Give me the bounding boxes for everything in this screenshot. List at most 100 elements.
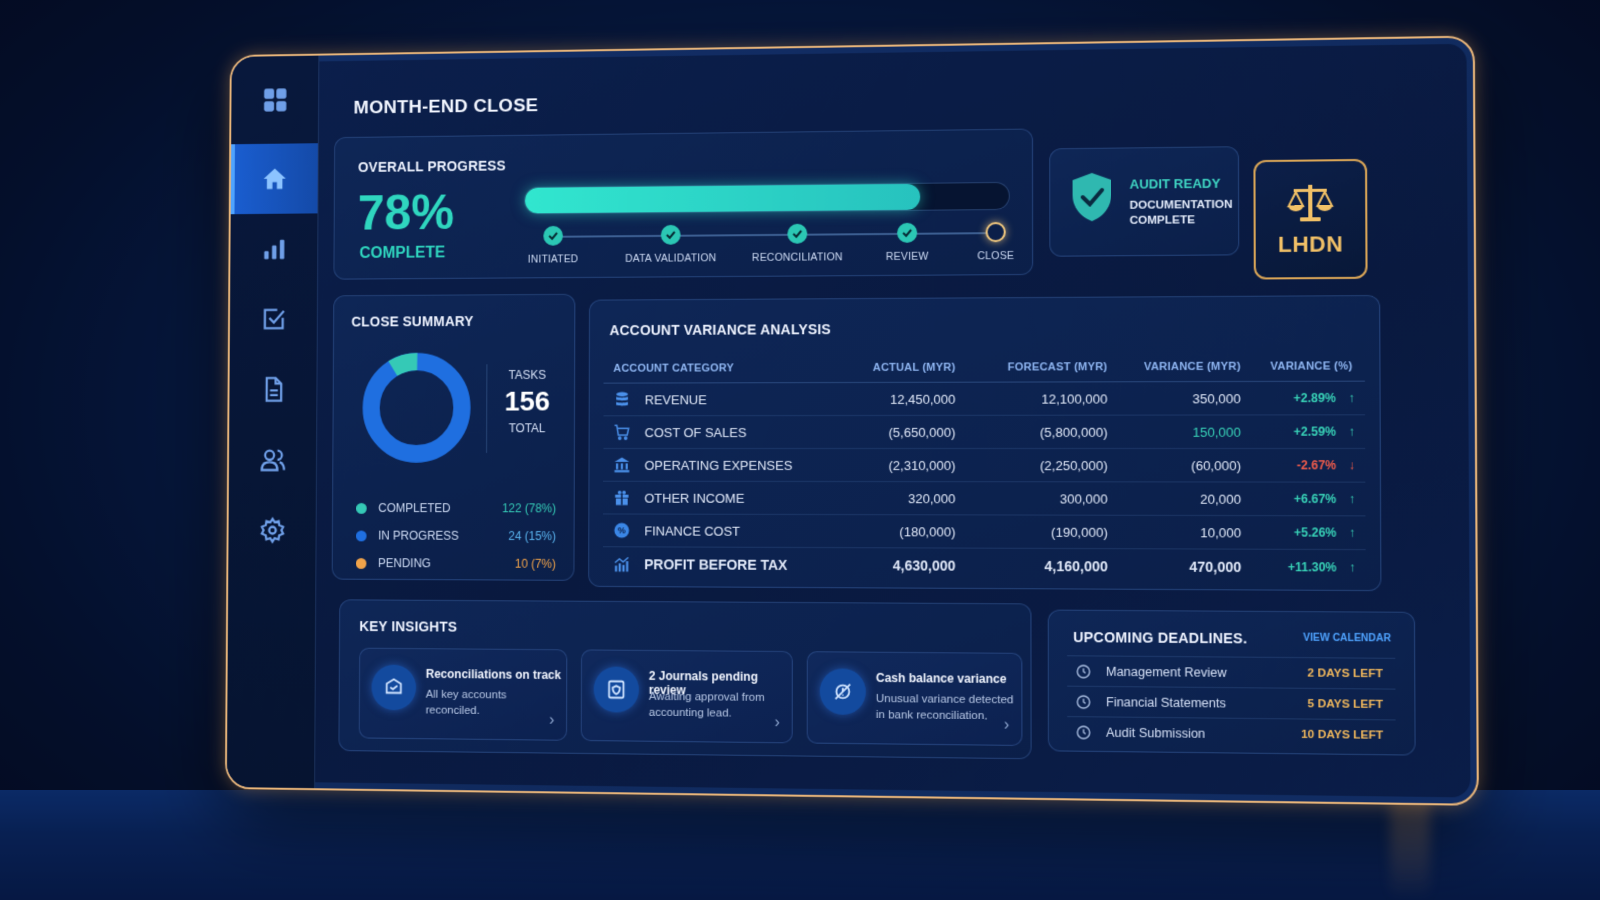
sidebar-item-analytics[interactable]	[230, 213, 317, 284]
row-category: COST OF SALES	[644, 424, 747, 440]
step-close[interactable]: CLOSE	[935, 221, 1056, 263]
arrow-up-icon: ↑	[1348, 491, 1356, 507]
summary-title: CLOSE SUMMARY	[351, 313, 474, 330]
table-row[interactable]: COST OF SALES (5,650,000) (5,800,000) 15…	[603, 415, 1366, 450]
sidebar	[226, 55, 320, 789]
col-header[interactable]: VARIANCE (%)	[1270, 359, 1353, 373]
tasks-label: TASKS	[508, 367, 547, 382]
deadline-item[interactable]: Audit Submission 10 DAYS LEFT	[1067, 716, 1396, 751]
progress-bar-fill	[524, 183, 921, 214]
cart-icon	[613, 423, 631, 441]
legend-pending: PENDING 10 (7%)	[355, 549, 556, 578]
pct-value: +2.89%	[1293, 390, 1336, 406]
progress-title: OVERALL PROGRESS	[357, 157, 506, 175]
insight-reconciliations[interactable]: Reconciliations on track All key account…	[358, 647, 568, 741]
arrow-up-icon: ↑	[1348, 424, 1355, 439]
legend-completed: COMPLETED 122 (78%)	[356, 494, 556, 522]
sidebar-item-tasks[interactable]	[230, 284, 317, 355]
deadlines-list: Management Review 2 DAYS LEFT Financial …	[1067, 655, 1396, 751]
clock-icon	[1075, 663, 1091, 679]
clock-icon	[1075, 693, 1091, 709]
deadline-item[interactable]: Management Review 2 DAYS LEFT	[1067, 655, 1396, 689]
row-variance-pct: +11.30% ↑	[1254, 559, 1366, 575]
audit-ready-card: AUDIT READY DOCUMENTATION COMPLETE	[1049, 146, 1240, 257]
col-header[interactable]: VARIANCE (MYR)	[1143, 360, 1241, 373]
step-label: DATA VALIDATION	[625, 252, 717, 265]
progress-percent: 78%	[357, 184, 455, 241]
table-row[interactable]: OPERATING EXPENSES (2,310,000) (2,250,00…	[603, 448, 1366, 483]
sidebar-item-home[interactable]	[230, 143, 318, 215]
row-variance: 470,000	[1189, 558, 1242, 575]
journal-shield-icon	[605, 678, 627, 700]
grid-icon	[263, 88, 286, 112]
col-header[interactable]: FORECAST (MYR)	[1007, 360, 1108, 374]
view-calendar-link[interactable]: VIEW CALENDAR	[1303, 632, 1392, 645]
table-row-total[interactable]: PROFIT BEFORE TAX 4,630,000 4,160,000 47…	[603, 547, 1366, 584]
row-variance: 10,000	[1200, 524, 1242, 540]
insight-title: Reconciliations on track	[425, 666, 562, 683]
row-actual: 4,630,000	[892, 556, 956, 574]
col-header[interactable]: ACCOUNT CATEGORY	[613, 361, 735, 375]
legend-dot	[355, 557, 367, 569]
arrow-up-icon: ↑	[1348, 525, 1356, 540]
deadline-days: 2 DAYS LEFT	[1307, 666, 1383, 680]
step-data-validation[interactable]: DATA VALIDATION	[612, 224, 730, 265]
deadline-label: Audit Submission	[1106, 725, 1206, 741]
row-category: FINANCE COST	[644, 523, 741, 539]
pct-value: +5.26%	[1293, 525, 1337, 540]
sidebar-item-apps[interactable]	[231, 56, 318, 145]
row-variance-pct: -2.67% ↓	[1253, 458, 1365, 472]
arrow-down-icon: ↓	[1348, 458, 1355, 473]
deadlines-title: UPCOMING DEADLINES.	[1073, 628, 1248, 647]
shield-check-icon	[1072, 172, 1112, 222]
audit-title: AUDIT READY	[1129, 175, 1221, 192]
check-icon	[897, 222, 918, 243]
sidebar-item-documents[interactable]	[229, 354, 316, 425]
users-icon	[259, 446, 286, 473]
col-header[interactable]: ACTUAL (MYR)	[872, 361, 956, 374]
row-forecast: (2,250,000)	[1039, 457, 1108, 473]
checkbox-icon	[260, 305, 287, 332]
pct-value: +6.67%	[1293, 491, 1337, 507]
legend-value: 10 (7%)	[514, 556, 556, 571]
close-summary-card: CLOSE SUMMARY TASKS 156 TOTAL COMPLETED …	[331, 293, 576, 581]
gear-icon	[259, 517, 286, 545]
deadline-item[interactable]: Financial Statements 5 DAYS LEFT	[1067, 685, 1396, 720]
summary-divider	[486, 364, 488, 453]
arrow-up-icon: ↑	[1349, 559, 1356, 575]
insight-description: All key accounts reconciled.	[425, 688, 507, 717]
pending-circle-icon	[985, 221, 1006, 243]
legend-dot	[356, 502, 367, 514]
table-row[interactable]: OTHER INCOME 320,000 300,000 20,000 +6.6…	[603, 481, 1366, 517]
row-actual: (2,310,000)	[888, 457, 956, 473]
legend-in-progress: IN PROGRESS 24 (15%)	[355, 522, 556, 550]
sidebar-item-users[interactable]	[229, 425, 316, 496]
step-initiated[interactable]: INITIATED	[495, 225, 612, 266]
check-icon	[660, 224, 681, 245]
pct-value: +11.30%	[1287, 559, 1337, 575]
row-actual: (180,000)	[899, 523, 956, 539]
row-actual: 320,000	[908, 490, 956, 506]
row-variance-pct: +5.26% ↑	[1254, 525, 1366, 540]
step-reconciliation[interactable]: RECONCILIATION	[738, 223, 857, 264]
cash-alert-icon	[832, 680, 854, 702]
row-variance-pct: +2.59% ↑	[1253, 424, 1365, 438]
row-category: REVENUE	[644, 391, 707, 407]
row-variance: 350,000	[1192, 390, 1241, 406]
bank-icon	[614, 457, 630, 473]
row-category: OPERATING EXPENSES	[644, 457, 793, 473]
row-actual: 12,450,000	[889, 391, 956, 407]
lhdn-badge[interactable]: LHDN	[1253, 158, 1368, 280]
progress-steps: INITIATED DATA VALIDATION RECONCILIATION…	[524, 221, 1014, 275]
insight-cash-variance[interactable]: Cash balance variance Unusual variance d…	[806, 651, 1023, 746]
deadline-days: 5 DAYS LEFT	[1307, 697, 1384, 711]
insight-journals[interactable]: 2 Journals pending review Awaiting appro…	[580, 649, 793, 744]
table-row[interactable]: REVENUE 12,450,000 12,100,000 350,000 +2…	[603, 381, 1366, 417]
audit-subtitle: DOCUMENTATION COMPLETE	[1129, 198, 1233, 227]
sidebar-item-settings[interactable]	[228, 495, 316, 566]
page-title: MONTH-END CLOSE	[353, 95, 539, 119]
step-review[interactable]: REVIEW	[847, 222, 967, 263]
table-header: ACCOUNT CATEGORY ACTUAL (MYR) FORECAST (…	[603, 351, 1365, 384]
row-forecast: 4,160,000	[1044, 557, 1108, 574]
table-row[interactable]: % FINANCE COST (180,000) (190,000) 10,000…	[602, 514, 1366, 551]
